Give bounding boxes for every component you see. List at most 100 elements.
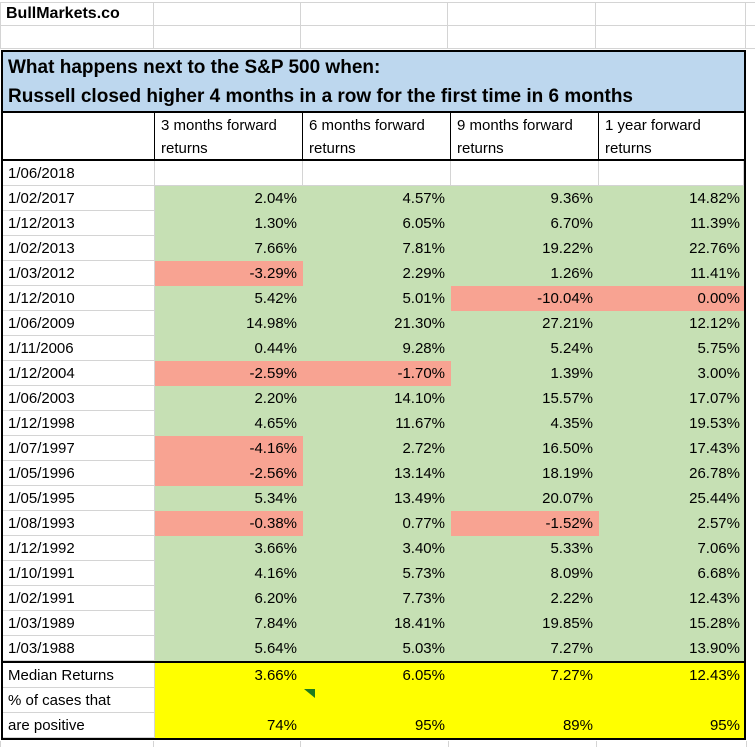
value-cell[interactable]: -1.52% xyxy=(451,511,599,536)
value-cell[interactable]: 7.81% xyxy=(303,236,451,261)
value-cell[interactable]: 14.98% xyxy=(155,311,303,336)
value-cell[interactable]: 2.04% xyxy=(155,186,303,211)
value-cell[interactable]: -1.70% xyxy=(303,361,451,386)
value-cell[interactable]: 4.65% xyxy=(155,411,303,436)
value-cell[interactable]: 15.28% xyxy=(599,611,744,636)
value-cell[interactable]: 3.40% xyxy=(303,536,451,561)
empty-cell[interactable] xyxy=(1,26,154,48)
empty-cell[interactable] xyxy=(301,26,449,48)
pct-label-cell-2[interactable]: are positive xyxy=(3,713,155,738)
header-cell-6m[interactable]: 6 months forward returns xyxy=(303,113,451,159)
header-cell-9m[interactable]: 9 months forward returns xyxy=(451,113,599,159)
value-cell[interactable]: 3.66% xyxy=(155,536,303,561)
value-cell[interactable]: 11.67% xyxy=(303,411,451,436)
value-cell[interactable]: 4.16% xyxy=(155,561,303,586)
value-cell[interactable]: 7.73% xyxy=(303,586,451,611)
date-cell[interactable]: 1/12/1992 xyxy=(3,536,155,561)
median-value-cell[interactable]: 6.05% xyxy=(303,663,451,688)
brand-cell[interactable]: BullMarkets.co xyxy=(1,3,154,25)
value-cell[interactable]: -2.56% xyxy=(155,461,303,486)
date-cell[interactable]: 1/02/2013 xyxy=(3,236,155,261)
value-cell[interactable]: 5.75% xyxy=(599,336,744,361)
empty-cell[interactable] xyxy=(448,26,597,48)
value-cell[interactable]: 2.29% xyxy=(303,261,451,286)
value-cell[interactable]: 17.07% xyxy=(599,386,744,411)
value-cell[interactable]: 13.49% xyxy=(303,486,451,511)
date-cell[interactable]: 1/07/1997 xyxy=(3,436,155,461)
empty-cell[interactable] xyxy=(154,26,301,48)
value-cell[interactable]: 9.28% xyxy=(303,336,451,361)
pct-value-cell[interactable]: 74% xyxy=(155,713,303,738)
date-cell[interactable]: 1/02/2017 xyxy=(3,186,155,211)
value-cell[interactable]: -3.29% xyxy=(155,261,303,286)
value-cell[interactable]: 5.73% xyxy=(303,561,451,586)
value-cell[interactable]: 2.20% xyxy=(155,386,303,411)
value-cell[interactable]: 2.57% xyxy=(599,511,744,536)
value-cell[interactable]: 14.10% xyxy=(303,386,451,411)
value-cell[interactable]: -10.04% xyxy=(451,286,599,311)
date-cell[interactable]: 1/03/1988 xyxy=(3,636,155,661)
value-cell[interactable]: 7.66% xyxy=(155,236,303,261)
value-cell[interactable]: 25.44% xyxy=(599,486,744,511)
value-cell[interactable]: 5.01% xyxy=(303,286,451,311)
empty-yellow-cell[interactable] xyxy=(599,688,744,713)
value-cell[interactable]: 5.42% xyxy=(155,286,303,311)
date-cell[interactable]: 1/12/2010 xyxy=(3,286,155,311)
date-cell[interactable]: 1/10/1991 xyxy=(3,561,155,586)
date-cell[interactable]: 1/03/1989 xyxy=(3,611,155,636)
empty-yellow-cell[interactable] xyxy=(451,688,599,713)
value-cell[interactable]: 2.22% xyxy=(451,586,599,611)
date-cell[interactable]: 1/02/1991 xyxy=(3,586,155,611)
value-cell[interactable]: -4.16% xyxy=(155,436,303,461)
value-cell[interactable]: 0.00% xyxy=(599,286,744,311)
empty-yellow-cell[interactable] xyxy=(303,688,451,713)
date-cell[interactable]: 1/11/2006 xyxy=(3,336,155,361)
value-cell[interactable]: 7.84% xyxy=(155,611,303,636)
date-cell[interactable]: 1/06/2009 xyxy=(3,311,155,336)
date-cell[interactable]: 1/06/2003 xyxy=(3,386,155,411)
value-cell[interactable]: 19.22% xyxy=(451,236,599,261)
date-cell[interactable]: 1/12/1998 xyxy=(3,411,155,436)
median-label-cell[interactable]: Median Returns xyxy=(3,663,155,688)
date-cell[interactable]: 1/05/1995 xyxy=(3,486,155,511)
value-cell[interactable]: 1.39% xyxy=(451,361,599,386)
value-cell[interactable]: 13.90% xyxy=(599,636,744,661)
median-value-cell[interactable]: 12.43% xyxy=(599,663,744,688)
value-cell[interactable]: 18.19% xyxy=(451,461,599,486)
value-cell[interactable]: 14.82% xyxy=(599,186,744,211)
empty-cell[interactable] xyxy=(596,26,746,48)
value-cell[interactable] xyxy=(303,161,451,186)
pct-value-cell[interactable]: 95% xyxy=(303,713,451,738)
date-cell[interactable]: 1/06/2018 xyxy=(3,161,155,186)
value-cell[interactable]: 16.50% xyxy=(451,436,599,461)
value-cell[interactable]: 26.78% xyxy=(599,461,744,486)
value-cell[interactable]: -0.38% xyxy=(155,511,303,536)
header-cell-3m[interactable]: 3 months forward returns xyxy=(155,113,303,159)
header-cell-1y[interactable]: 1 year forward returns xyxy=(599,113,744,159)
value-cell[interactable]: 1.26% xyxy=(451,261,599,286)
value-cell[interactable]: 12.43% xyxy=(599,586,744,611)
empty-cell[interactable] xyxy=(448,3,597,25)
value-cell[interactable]: 4.35% xyxy=(451,411,599,436)
value-cell[interactable]: 15.57% xyxy=(451,386,599,411)
median-value-cell[interactable]: 3.66% xyxy=(155,663,303,688)
date-cell[interactable]: 1/05/1996 xyxy=(3,461,155,486)
value-cell[interactable]: 12.12% xyxy=(599,311,744,336)
value-cell[interactable]: 5.64% xyxy=(155,636,303,661)
value-cell[interactable]: 5.34% xyxy=(155,486,303,511)
value-cell[interactable]: 19.85% xyxy=(451,611,599,636)
pct-value-cell[interactable]: 95% xyxy=(599,713,744,738)
value-cell[interactable]: 8.09% xyxy=(451,561,599,586)
value-cell[interactable]: 4.57% xyxy=(303,186,451,211)
empty-cell[interactable] xyxy=(596,3,746,25)
header-cell-dates[interactable] xyxy=(3,113,155,159)
value-cell[interactable]: 1.30% xyxy=(155,211,303,236)
value-cell[interactable]: 13.14% xyxy=(303,461,451,486)
empty-yellow-cell[interactable] xyxy=(155,688,303,713)
value-cell[interactable]: 21.30% xyxy=(303,311,451,336)
value-cell[interactable]: 0.44% xyxy=(155,336,303,361)
value-cell[interactable]: 2.72% xyxy=(303,436,451,461)
median-value-cell[interactable]: 7.27% xyxy=(451,663,599,688)
value-cell[interactable] xyxy=(155,161,303,186)
value-cell[interactable]: 6.70% xyxy=(451,211,599,236)
